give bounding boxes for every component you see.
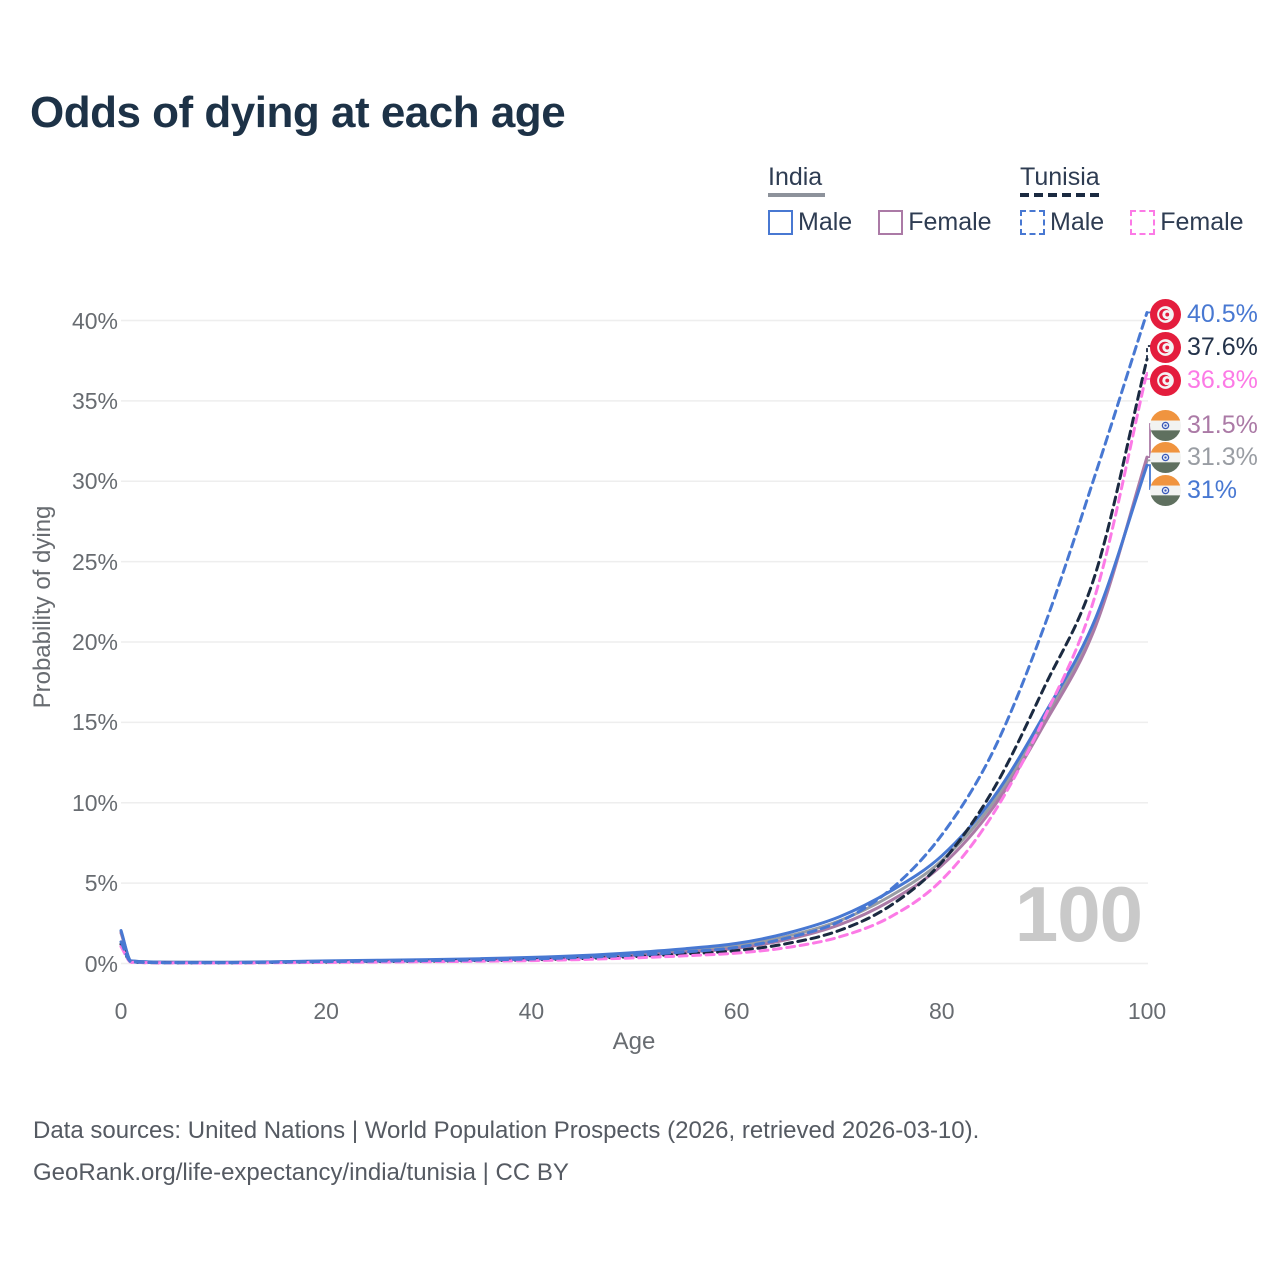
legend-item-tunisia-male: Male xyxy=(1020,208,1104,237)
age-watermark: 100 xyxy=(1014,870,1143,958)
y-tick-label: 0% xyxy=(84,950,118,977)
x-tick-label: 60 xyxy=(723,998,750,1024)
tunisia-male-swatch-icon xyxy=(1020,210,1045,235)
x-tick-label: 80 xyxy=(929,998,955,1024)
legend-item-india-male: Male xyxy=(768,208,852,237)
india-flag-icon xyxy=(1150,474,1181,506)
india-female-swatch-icon xyxy=(878,210,904,235)
y-tick-label: 35% xyxy=(71,387,118,414)
india-flag-icon xyxy=(1150,409,1181,441)
legend-tunisia-line-sample xyxy=(1020,193,1102,197)
india-male-swatch-icon xyxy=(768,210,793,235)
end-label-india-female: 31.5% xyxy=(1150,409,1258,441)
x-tick-label: 20 xyxy=(313,998,339,1024)
tunisia-flag-icon xyxy=(1150,298,1181,330)
series-line-tunisia-female xyxy=(119,370,1149,965)
legend-group-tunisia: Tunisia Male Female xyxy=(1020,163,1244,237)
legend-item-india-female: Female xyxy=(878,208,992,237)
india-flag-icon xyxy=(1150,441,1181,473)
y-tick-label: 30% xyxy=(71,468,118,495)
series-line-tunisia-both xyxy=(119,357,1149,965)
y-tick-label: 5% xyxy=(84,870,118,897)
footer-sources: Data sources: United Nations | World Pop… xyxy=(33,1117,980,1144)
page-title: Odds of dying at each age xyxy=(30,88,566,137)
y-tick-label: 20% xyxy=(71,629,118,655)
y-tick-label: 40% xyxy=(71,307,118,334)
x-axis-title: Age xyxy=(612,1028,656,1055)
end-label-tunisia-male: 40.5% xyxy=(1150,298,1258,330)
legend-group-india: India Male Female xyxy=(768,163,992,237)
end-label-tunisia-both: 37.6% xyxy=(1150,331,1258,363)
y-tick-label: 10% xyxy=(71,789,118,816)
x-tick-label: 100 xyxy=(1127,998,1167,1024)
end-label-india-both: 31.3% xyxy=(1150,441,1258,473)
footer: Data sources: United Nations | World Pop… xyxy=(33,1110,979,1194)
legend-india-line-sample xyxy=(768,193,825,197)
end-label-tunisia-female: 36.8% xyxy=(1150,364,1258,396)
legend-tunisia-header: Tunisia xyxy=(1020,163,1100,191)
series-line-tunisia-male xyxy=(119,311,1149,965)
y-tick-label: 25% xyxy=(71,548,118,575)
x-tick-label: 40 xyxy=(518,998,545,1024)
x-tick-label: 0 xyxy=(114,998,128,1024)
tunisia-flag-icon xyxy=(1150,331,1181,363)
legend-india-header: India xyxy=(768,163,823,191)
footer-attribution: GeoRank.org/life-expectancy/india/tunisi… xyxy=(33,1159,569,1186)
legend-item-tunisia-female: Female xyxy=(1130,208,1244,237)
y-tick-label: 15% xyxy=(71,709,118,736)
tunisia-flag-icon xyxy=(1150,364,1181,396)
end-label-india-male: 31% xyxy=(1150,474,1237,506)
tunisia-female-swatch-icon xyxy=(1130,210,1156,235)
